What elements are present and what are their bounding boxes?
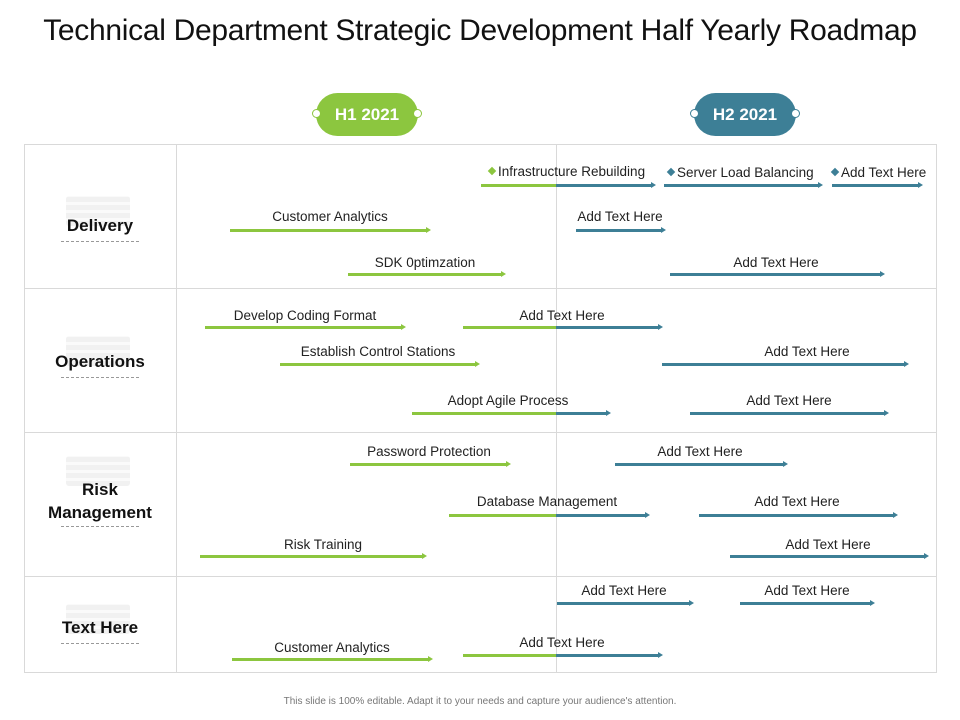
- task-label: Add Text Here: [577, 209, 663, 224]
- task-label: Add Text Here: [657, 444, 743, 459]
- task-label: Add Text Here: [746, 393, 832, 408]
- connector-dot: [413, 109, 422, 118]
- task-label: Add Text Here: [785, 537, 871, 552]
- task-bar: [832, 182, 923, 188]
- row-label-underline: [61, 241, 139, 242]
- task-bar: [348, 271, 506, 277]
- row-label-text: Text Here: [61, 618, 139, 637]
- row-icon-placeholder: [66, 196, 130, 226]
- task-label: Password Protection: [367, 444, 491, 459]
- task-bar: [576, 227, 666, 233]
- task-label: Customer Analytics: [274, 640, 390, 655]
- task-bar: [463, 652, 663, 658]
- task-label: Server Load Balancing: [666, 165, 814, 180]
- diamond-icon: [487, 166, 497, 176]
- task-bar: [232, 656, 433, 662]
- task-label: Risk Training: [283, 537, 363, 552]
- period-label: H1 2021: [334, 105, 400, 124]
- task-bar: [740, 600, 875, 606]
- task-bar: [463, 324, 663, 330]
- task-label: Develop Coding Format: [233, 308, 377, 323]
- row-icon-placeholder: [66, 336, 130, 366]
- task-label: Establish Control Stations: [300, 344, 456, 359]
- diamond-icon: [830, 167, 840, 177]
- row-label-risk-management: Risk Management: [24, 455, 176, 550]
- task-label: Adopt Agile Process: [447, 393, 569, 408]
- task-bar: [449, 512, 650, 518]
- row-label-underline: [61, 526, 139, 527]
- task-bar: [615, 461, 788, 467]
- task-label: Add Text Here: [764, 583, 850, 598]
- task-bar: [200, 553, 427, 559]
- task-label: Add Text Here: [519, 635, 605, 650]
- task-label: Add Text Here: [754, 494, 840, 509]
- task-label: Add Text Here: [764, 344, 850, 359]
- task-bar: [350, 461, 511, 467]
- task-label: SDK 0ptimzation: [374, 255, 476, 270]
- footer-note: This slide is 100% editable. Adapt it to…: [283, 696, 677, 707]
- period-h2-2021: H2 2021: [690, 93, 800, 136]
- row-label-operations: Operations: [24, 350, 176, 378]
- task-bar: [557, 600, 694, 606]
- task-bar: [730, 553, 929, 559]
- task-label: Add Text Here: [581, 583, 667, 598]
- connector-dot: [312, 109, 321, 118]
- task-bar: [662, 361, 909, 367]
- task-bar: [412, 410, 611, 416]
- task-bar: [481, 182, 656, 188]
- task-bar: [205, 324, 406, 330]
- row-label-underline: [61, 377, 139, 378]
- row-label-text: Delivery: [66, 216, 134, 235]
- row-icon-placeholder: [66, 604, 130, 634]
- diamond-icon: [666, 167, 676, 177]
- task-label: Add Text Here: [830, 165, 926, 180]
- page-title: Technical Department Strategic Developme…: [43, 14, 917, 47]
- task-label: Customer Analytics: [272, 209, 388, 224]
- row-icon-placeholder: [66, 456, 130, 486]
- task-bar: [699, 512, 898, 518]
- connector-dot: [791, 109, 800, 118]
- task-bar: [690, 410, 889, 416]
- task-label: Infrastructure Rebuilding: [487, 164, 645, 179]
- period-h1-2021: H1 2021: [312, 93, 422, 136]
- task-bar: [230, 227, 431, 233]
- row-label-delivery: Delivery: [24, 214, 176, 242]
- row-label-text-here: Text Here: [24, 616, 176, 644]
- row-label-underline: [61, 643, 139, 644]
- period-label: H2 2021: [712, 105, 778, 124]
- row-label-text: Risk Management: [48, 480, 152, 522]
- row-label-text: Operations: [55, 352, 145, 371]
- connector-dot: [690, 109, 699, 118]
- task-label: Database Management: [476, 494, 618, 509]
- task-label: Add Text Here: [519, 308, 605, 323]
- task-label: Add Text Here: [733, 255, 819, 270]
- task-bar: [664, 182, 823, 188]
- task-bar: [280, 361, 480, 367]
- task-bar: [670, 271, 885, 277]
